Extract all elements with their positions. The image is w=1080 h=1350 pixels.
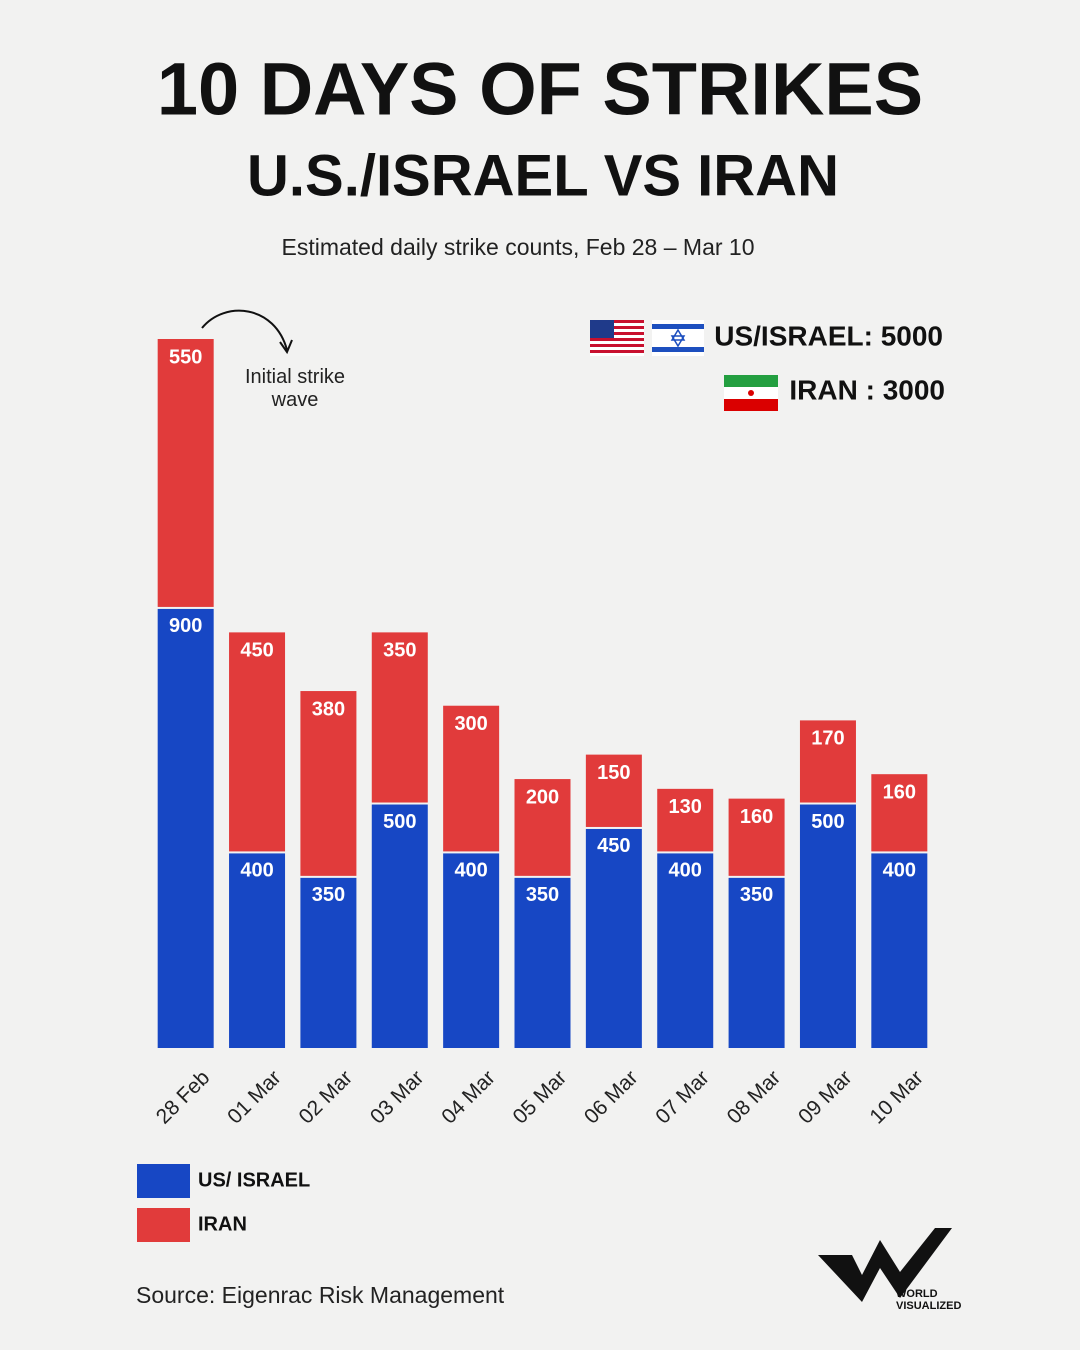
x-tick-label: 07 Mar bbox=[651, 1066, 713, 1128]
x-tick-label: 01 Mar bbox=[223, 1066, 285, 1128]
x-tick-label: 03 Mar bbox=[366, 1066, 428, 1128]
bar bbox=[229, 853, 286, 1048]
x-tick-label: 10 Mar bbox=[865, 1066, 927, 1128]
x-tick-label: 06 Mar bbox=[580, 1066, 642, 1128]
x-tick-label: 28 Feb bbox=[152, 1066, 215, 1129]
value-label: 350 bbox=[383, 640, 416, 662]
chart-subtitle: U.S./ISRAEL VS IRAN bbox=[247, 143, 839, 208]
legend-label: US/ ISRAEL bbox=[198, 1169, 310, 1191]
bar bbox=[871, 774, 928, 852]
annotation: Initial strike wave bbox=[244, 366, 346, 411]
value-label: 400 bbox=[454, 860, 487, 882]
bar bbox=[871, 853, 928, 1048]
value-label: 380 bbox=[312, 698, 345, 720]
value-label: 200 bbox=[526, 786, 559, 808]
bar bbox=[300, 691, 357, 876]
bar bbox=[514, 779, 571, 876]
bar bbox=[371, 804, 428, 1048]
annotation-box: Initial strike wave bbox=[244, 366, 346, 411]
value-label: 130 bbox=[669, 796, 702, 818]
bar bbox=[443, 853, 500, 1048]
x-tick-label: 05 Mar bbox=[509, 1066, 571, 1128]
bar bbox=[157, 339, 214, 607]
chart-title: 10 DAYS OF STRIKES bbox=[157, 48, 923, 131]
value-label: 350 bbox=[740, 884, 773, 906]
flag-israel bbox=[652, 320, 704, 356]
value-label: 500 bbox=[383, 811, 416, 833]
value-label: 300 bbox=[454, 713, 487, 735]
bar bbox=[657, 788, 714, 852]
legend-swatch bbox=[137, 1164, 190, 1198]
bar bbox=[728, 877, 785, 1048]
value-label: 500 bbox=[811, 811, 844, 833]
brand-logo bbox=[818, 1228, 952, 1302]
total-us-israel: US/ISRAEL: 5000 bbox=[714, 320, 943, 351]
value-label: 450 bbox=[240, 640, 273, 662]
x-tick-label: 08 Mar bbox=[723, 1066, 785, 1128]
bar bbox=[585, 828, 642, 1048]
bar bbox=[157, 608, 214, 1048]
legend-label: IRAN bbox=[198, 1213, 247, 1235]
value-label: 350 bbox=[312, 884, 345, 906]
bar bbox=[300, 877, 357, 1048]
bar bbox=[728, 798, 785, 876]
bar bbox=[371, 632, 428, 803]
brand-box: WORLD VISUALIZED bbox=[896, 1288, 962, 1312]
value-label: 170 bbox=[811, 728, 844, 750]
bar bbox=[799, 720, 856, 803]
x-tick-label: 02 Mar bbox=[294, 1066, 356, 1128]
flag-us bbox=[590, 320, 644, 356]
source: Source: Eigenrac Risk Management bbox=[136, 1282, 505, 1308]
bar bbox=[585, 754, 642, 827]
annotation-arrowhead bbox=[279, 339, 293, 355]
value-label: 350 bbox=[526, 884, 559, 906]
value-label: 150 bbox=[597, 762, 630, 784]
value-label: 400 bbox=[240, 860, 273, 882]
bar bbox=[443, 705, 500, 852]
annotation-arrow bbox=[201, 309, 288, 351]
bar bbox=[514, 877, 571, 1048]
x-tick-label: 04 Mar bbox=[437, 1066, 499, 1128]
flag-iran bbox=[724, 375, 778, 411]
value-label: 160 bbox=[883, 781, 916, 803]
chart-description: Estimated daily strike counts, Feb 28 – … bbox=[282, 234, 755, 260]
value-label: 160 bbox=[740, 806, 773, 828]
bar bbox=[799, 804, 856, 1048]
value-label: 400 bbox=[669, 860, 702, 882]
total-iran: IRAN : 3000 bbox=[789, 374, 945, 405]
brand: WORLD VISUALIZED bbox=[896, 1288, 962, 1312]
value-label: 900 bbox=[169, 615, 202, 637]
value-label: 400 bbox=[883, 860, 916, 882]
bar bbox=[229, 632, 286, 852]
bar bbox=[657, 853, 714, 1048]
legend-swatch bbox=[137, 1208, 190, 1242]
x-tick-label: 09 Mar bbox=[794, 1066, 856, 1128]
value-label: 550 bbox=[169, 346, 202, 368]
value-label: 450 bbox=[597, 835, 630, 857]
